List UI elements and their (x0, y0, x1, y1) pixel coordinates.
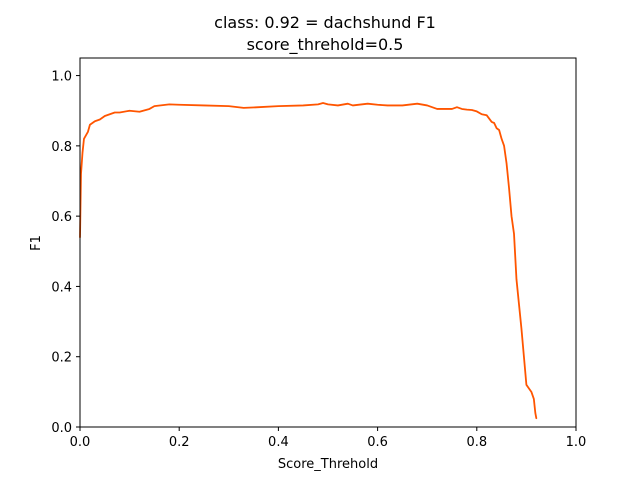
plot-frame (79, 57, 577, 428)
x-tick-label: 0.8 (466, 435, 487, 450)
y-tick-label: 0.0 (51, 421, 72, 436)
x-tick-label: 0.6 (367, 435, 388, 450)
plot-area (79, 102, 538, 420)
x-tick-label: 0.2 (169, 435, 190, 450)
x-axis: 0.0 0.2 0.4 0.6 0.8 1.0 (70, 427, 587, 450)
x-tick-label: 0.0 (70, 435, 91, 450)
y-axis: 0.0 0.2 0.4 0.6 0.8 1.0 (51, 70, 80, 436)
series-line-0 (79, 102, 538, 420)
x-tick-label: 1.0 (566, 435, 587, 450)
x-tick-label: 0.4 (268, 435, 289, 450)
y-tick-label: 0.8 (51, 140, 72, 155)
x-axis-label: Score_Threhold (278, 457, 378, 472)
y-tick-label: 0.4 (51, 280, 72, 295)
y-tick-label: 1.0 (51, 70, 72, 85)
chart-title-line-2: score_threhold=0.5 (247, 35, 404, 55)
y-tick-label: 0.2 (51, 351, 72, 366)
y-axis-label: F1 (29, 235, 44, 251)
y-tick-label: 0.6 (51, 210, 72, 225)
chart-title-line-1: class: 0.92 = dachshund F1 (214, 13, 436, 32)
